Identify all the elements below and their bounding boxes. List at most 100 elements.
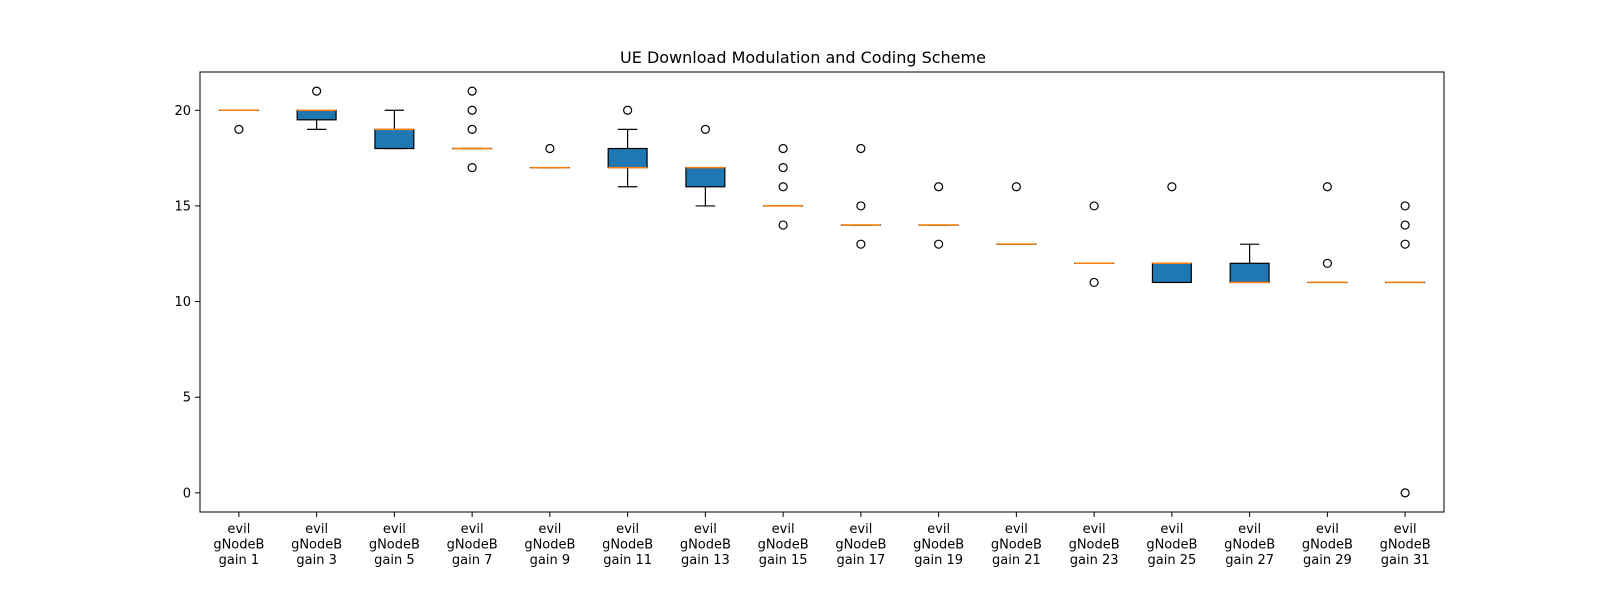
x-tick-label-line: evil [1083, 522, 1106, 537]
x-tick-label-line: gNodeB [835, 538, 886, 553]
x-tick-label-line: gain 9 [530, 553, 570, 568]
x-tick-label: evil gNodeB gain 5 [369, 522, 420, 568]
x-tick-label-line: gain 27 [1225, 553, 1274, 568]
box-group [763, 143, 804, 230]
y-axis: 0 5 10 15 20 [174, 104, 200, 501]
box-group [1385, 201, 1426, 498]
x-tick-label-line: evil [1316, 522, 1339, 537]
box [1151, 262, 1192, 284]
x-tick-label-line: gain 15 [759, 553, 808, 568]
x-tick-label: evil gNodeB gain 1 [213, 522, 264, 568]
outlier-point [467, 86, 477, 96]
outlier-point [1400, 201, 1410, 211]
box [374, 128, 415, 150]
x-tick-label-line: gain 11 [603, 553, 652, 568]
y-tick-label: 15 [174, 199, 191, 214]
y-tick-label: 20 [174, 104, 191, 119]
x-tick-label: evil gNodeB gain 17 [835, 522, 886, 568]
x-tick-label-line: gain 1 [219, 553, 259, 568]
outlier-point [778, 143, 788, 154]
outlier-point [778, 182, 788, 192]
box-group [607, 105, 648, 188]
x-tick-label-line: gain 19 [914, 553, 963, 568]
x-tick-label-line: gNodeB [447, 538, 498, 553]
chart-title: UE Download Modulation and Coding Scheme [620, 48, 986, 67]
x-tick-label: evil gNodeB gain 13 [680, 522, 731, 568]
outlier-point [1011, 182, 1021, 192]
x-tick-label-line: gain 23 [1070, 553, 1119, 568]
x-tick-label-line: gNodeB [680, 538, 731, 553]
y-tick-label: 0 [183, 486, 191, 501]
box [607, 147, 648, 169]
x-tick-label-line: gain 25 [1148, 553, 1197, 568]
outlier-point [467, 124, 477, 134]
axes-frame [199, 71, 1445, 513]
outlier-point [1089, 277, 1099, 288]
x-tick-label-line: evil [772, 522, 795, 537]
x-tick-label-line: gain 29 [1303, 553, 1352, 568]
outlier-point [1322, 258, 1332, 268]
x-tick-label: evil gNodeB gain 25 [1146, 522, 1197, 568]
x-tick-label-line: gNodeB [1224, 538, 1275, 553]
x-tick-label: evil gNodeB gain 3 [291, 522, 342, 568]
x-tick-label-line: gNodeB [602, 538, 653, 553]
outlier-point [856, 239, 866, 249]
x-tick-label-line: gNodeB [1146, 538, 1197, 553]
x-tick-label-line: gNodeB [369, 538, 420, 553]
outlier-point [467, 105, 477, 115]
x-tick-label-line: gNodeB [758, 538, 809, 553]
box-group [1074, 201, 1115, 288]
x-tick-label-line: gain 5 [374, 553, 414, 568]
outlier-point [856, 143, 866, 154]
outlier-point [700, 124, 710, 134]
outlier-point [467, 163, 477, 173]
outlier-point [856, 201, 866, 211]
outlier-point [934, 182, 944, 192]
box-group [1229, 243, 1270, 284]
box-group [1151, 182, 1192, 284]
y-tick-label: 5 [183, 391, 191, 406]
x-tick-label-line: evil [1005, 522, 1028, 537]
box [685, 167, 726, 188]
outlier-point [1400, 220, 1410, 230]
x-tick-label-line: evil [927, 522, 950, 537]
outlier-point [1322, 182, 1332, 192]
x-tick-label-line: gNodeB [213, 538, 264, 553]
x-tick-label: evil gNodeB gain 19 [913, 522, 964, 568]
outlier-point [778, 220, 788, 230]
outlier-point [623, 105, 633, 115]
x-tick-label-line: gain 21 [992, 553, 1041, 568]
x-tick-label-line: evil [849, 522, 872, 537]
outlier-point [234, 124, 244, 134]
x-tick-label-line: gNodeB [913, 538, 964, 553]
outlier-point [1400, 488, 1410, 498]
x-tick-label-line: gain 31 [1381, 553, 1430, 568]
x-tick-label-line: evil [461, 522, 484, 537]
box-group [374, 109, 415, 150]
x-tick-label-line: gain 7 [452, 553, 492, 568]
box-group [918, 182, 959, 249]
x-tick-label-line: gain 13 [681, 553, 730, 568]
x-tick-label: evil gNodeB gain 15 [758, 522, 809, 568]
x-tick-label-line: gNodeB [1380, 538, 1431, 553]
outlier-point [545, 143, 555, 154]
box [296, 109, 337, 121]
x-tick-label-line: evil [694, 522, 717, 537]
box-group [1307, 182, 1348, 284]
box-group [996, 182, 1037, 245]
x-tick-label: evil gNodeB gain 21 [991, 522, 1042, 568]
outlier-point [934, 239, 944, 249]
x-tick-label: evil gNodeB gain 7 [447, 522, 498, 568]
outlier-point [1167, 182, 1177, 192]
box-group [218, 109, 259, 134]
x-tick-label-line: evil [1160, 522, 1183, 537]
box-group [840, 143, 881, 249]
x-tick-label-line: evil [383, 522, 406, 537]
x-tick-label-line: gain 3 [296, 553, 336, 568]
x-tick-label-line: gNodeB [1069, 538, 1120, 553]
y-tick-label: 10 [174, 295, 191, 310]
x-tick-label-line: evil [538, 522, 561, 537]
